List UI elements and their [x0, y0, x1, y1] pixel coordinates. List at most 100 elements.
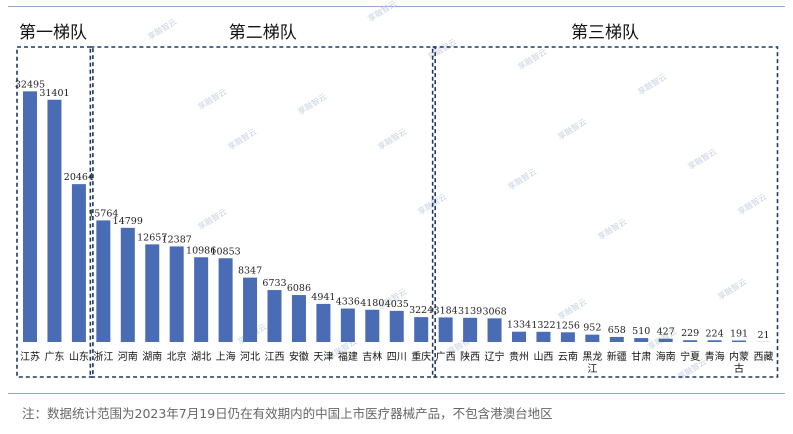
category-label: 湖南	[142, 350, 162, 363]
value-label: 4941	[311, 292, 335, 303]
value-label: 4336	[336, 297, 360, 308]
bar-甘肃	[634, 338, 649, 342]
value-label: 224	[706, 328, 724, 339]
watermark-text: 享融智云	[226, 126, 258, 151]
category-label: 辽宁	[485, 350, 505, 363]
bar-重庆	[414, 317, 429, 342]
category-label: 天津	[313, 351, 333, 363]
category-label: 陕西	[460, 350, 480, 363]
category-label: 湖北	[191, 351, 211, 363]
value-label: 6086	[287, 283, 311, 294]
bar-黑龙江	[585, 334, 600, 342]
bar-内蒙古	[732, 340, 747, 342]
bar-陕西	[463, 317, 478, 342]
category-label: 黑龙	[582, 350, 602, 363]
watermark-text: 享融智云	[376, 126, 408, 151]
category-label: 山东	[69, 350, 89, 363]
value-label: 10853	[210, 246, 240, 257]
category-label: 贵州	[509, 350, 529, 363]
value-label: 6733	[262, 278, 286, 289]
category-label: 安徽	[289, 350, 309, 363]
bar-山东	[71, 184, 86, 342]
value-label: 14799	[113, 216, 143, 227]
category-label: 江西	[265, 351, 285, 363]
value-label: 32495	[15, 79, 45, 90]
tier-title-3: 第三梯队	[571, 23, 639, 43]
watermark-text: 享融智云	[196, 206, 228, 231]
category-label: 青海	[705, 350, 725, 363]
watermark-text: 享融智云	[506, 166, 538, 191]
category-label: 山西	[533, 351, 553, 363]
category-label: 浙江	[93, 351, 113, 363]
tier-titles: 第一梯队 第二梯队 第三梯队	[19, 23, 639, 43]
bar-宁夏	[683, 340, 698, 342]
value-label: 15764	[88, 208, 118, 219]
bars	[23, 91, 771, 343]
value-label: 427	[657, 327, 675, 338]
value-label: 658	[608, 325, 626, 336]
watermark-text: 享融智云	[296, 91, 328, 116]
bar-天津	[316, 303, 331, 342]
bar-广东	[47, 99, 62, 342]
tier-title-2: 第二梯队	[229, 23, 297, 43]
footnote: 注：数据统计范围为2023年7月19日仍在有效期内的中国上市医疗器械产品，不包含…	[22, 406, 553, 421]
value-label: 1334	[507, 320, 531, 331]
tier-boxes	[16, 46, 779, 378]
value-label: 510	[632, 326, 650, 337]
bar-河北	[243, 277, 258, 342]
tier-box-1	[16, 46, 94, 378]
bar-北京	[169, 246, 184, 342]
value-label: 3184	[434, 305, 458, 316]
value-label: 12387	[162, 234, 192, 245]
category-label: 上海	[216, 350, 236, 363]
value-label: 191	[730, 329, 748, 340]
value-label: 4180	[360, 298, 384, 309]
bar-湖南	[145, 244, 160, 342]
bar-辽宁	[487, 318, 502, 342]
value-label: 31401	[39, 88, 69, 99]
bar-上海	[218, 258, 233, 342]
category-label: 广东	[44, 350, 64, 363]
watermark-text: 享融智云	[366, 0, 398, 24]
watermark-text: 享融智云	[426, 36, 458, 61]
category-label: 云南	[558, 350, 578, 363]
value-label: 8347	[238, 266, 262, 277]
bar-山西	[536, 331, 551, 342]
watermark-text: 享融智云	[556, 116, 588, 141]
category-label: 吉林	[362, 350, 382, 363]
bar-新疆	[609, 336, 624, 342]
bar-江苏	[23, 91, 37, 343]
bar-四川	[389, 310, 404, 342]
value-label: 21	[757, 330, 769, 341]
category-label: 重庆	[411, 350, 431, 363]
value-label: 229	[681, 328, 699, 339]
bar-广西	[438, 317, 453, 342]
value-label: 20464	[64, 172, 94, 183]
tier-box-2	[89, 46, 437, 378]
bar-贵州	[512, 331, 526, 342]
value-label: 12657	[137, 232, 167, 243]
watermark-text: 享融智云	[736, 191, 768, 216]
value-label: 1256	[556, 320, 580, 331]
bar-湖北	[194, 257, 209, 342]
value-label: 3068	[482, 306, 506, 317]
watermark-text: 享融智云	[686, 146, 718, 171]
bar-吉林	[365, 309, 380, 342]
category-label: 四川	[387, 352, 407, 363]
category-label: 江苏	[20, 350, 40, 363]
watermark-text: 享融智云	[516, 46, 548, 71]
value-label: 4035	[385, 299, 409, 310]
bar-福建	[340, 308, 355, 342]
watermark-text: 享融智云	[596, 216, 628, 241]
category-label: 新疆	[607, 350, 627, 363]
bar-河南	[120, 227, 135, 342]
bar-安徽	[291, 295, 306, 342]
category-label: 河南	[118, 350, 138, 363]
category-labels: 江苏 广东 山东 浙江 河南 湖南 北京 湖北 上海 河北 江西 安徽 天津 福建 吉林 四川 重庆 广西 陕西 辽宁…	[20, 350, 774, 375]
category-label: 西藏	[754, 351, 774, 363]
value-label: 1322	[531, 320, 555, 331]
tier-box-3	[431, 46, 779, 378]
